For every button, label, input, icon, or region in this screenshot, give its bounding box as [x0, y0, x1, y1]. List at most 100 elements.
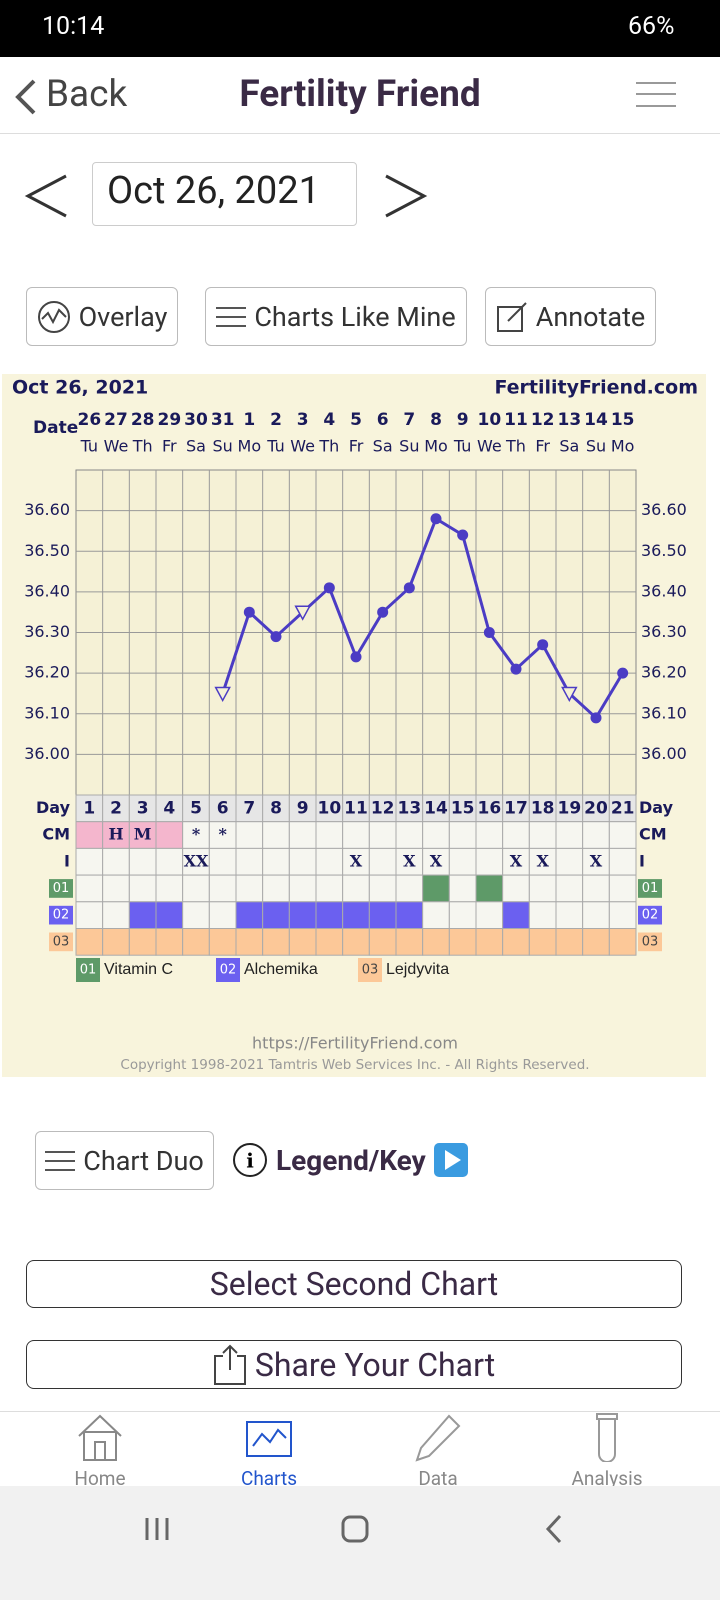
date-label: 11	[504, 410, 528, 430]
label: Home	[74, 1467, 126, 1490]
temperature-point	[403, 582, 415, 594]
supplement-cell	[155, 928, 184, 956]
label: Annotate	[535, 300, 646, 333]
day-number: 16	[477, 798, 501, 818]
annotate-button[interactable]: Annotate	[485, 287, 656, 346]
weekday-label: We	[104, 437, 129, 456]
supplement-code: 03	[53, 934, 70, 949]
legend-key-link[interactable]: i Legend/Key	[232, 1142, 468, 1178]
nav-data[interactable]: Data	[353, 1412, 523, 1490]
cm-cell	[528, 821, 557, 849]
share-chart[interactable]: Share Your Chart	[26, 1340, 682, 1389]
supplement-code-box	[49, 905, 73, 925]
y-tick-label-right: 36.60	[641, 500, 687, 519]
cm-cell	[368, 821, 397, 849]
prev-date[interactable]	[24, 172, 70, 220]
label: Overlay	[78, 300, 168, 333]
label: Chart Duo	[83, 1144, 204, 1177]
date-label: 28	[131, 410, 155, 430]
cm-cell	[608, 821, 637, 849]
label: Share Your Chart	[254, 1345, 496, 1384]
day-number: 9	[297, 798, 309, 818]
supplement-cell	[128, 928, 157, 956]
charts-like-mine-button[interactable]: Charts Like Mine	[205, 287, 467, 346]
label: Charts Like Mine	[254, 300, 456, 333]
legend-name: Vitamin C	[104, 961, 173, 978]
nav-analysis[interactable]: Analysis	[522, 1412, 692, 1490]
day-number: 15	[451, 798, 475, 818]
legend-code: 03	[362, 963, 379, 978]
day-number: 2	[110, 798, 122, 818]
cm-row-label: CM	[42, 825, 70, 844]
day-number: 13	[397, 798, 421, 818]
i-value: X	[590, 851, 603, 870]
temperature-line	[221, 516, 624, 721]
y-tick-label: 36.50	[24, 541, 70, 560]
system-buttons	[145, 1514, 562, 1544]
date-label: 29	[157, 410, 181, 430]
weekday-label: Su	[586, 437, 606, 456]
day-cell	[182, 794, 210, 823]
date-label: 5	[350, 410, 362, 430]
app-title: Fertility Friend	[239, 73, 481, 116]
supplement-cell	[395, 874, 424, 903]
i-cell	[528, 847, 557, 876]
supplement-cell	[475, 928, 504, 956]
legend-name: Lejdyvita	[386, 961, 449, 978]
chart: Oct 26, 2021 FertilityFriend.com Date ht…	[2, 374, 706, 1077]
weekday-label: Th	[505, 437, 526, 456]
day-number: 14	[424, 798, 448, 818]
menu-icon[interactable]	[636, 81, 676, 109]
status-bar: 10:14 66%	[0, 0, 720, 57]
nav-home[interactable]: Home	[15, 1412, 185, 1490]
date-label: 6	[377, 410, 389, 430]
weekday-label: Fr	[535, 437, 550, 456]
supplement-code-right-box	[638, 932, 662, 952]
supplement-cell	[315, 901, 344, 929]
day-cell	[342, 794, 370, 823]
cm-cell	[582, 821, 610, 849]
day-cell	[422, 794, 450, 823]
weekday-label: Sa	[559, 437, 579, 456]
temperature-point	[537, 639, 549, 651]
i-cell	[75, 847, 104, 876]
chart-duo-button[interactable]: Chart Duo	[35, 1131, 214, 1190]
i-cell	[555, 847, 584, 876]
date-label: 15	[611, 410, 635, 430]
y-tick-label-right: 36.20	[641, 663, 687, 682]
i-cell	[368, 847, 397, 876]
weekday-label: Tu	[80, 437, 98, 456]
day-number: 12	[371, 798, 395, 818]
system-nav	[0, 1486, 720, 1600]
i-row-label: I	[64, 851, 70, 870]
supplement-code-right: 01	[642, 881, 659, 896]
supplement-cell	[448, 874, 477, 903]
select-second-chart[interactable]: Select Second Chart	[26, 1260, 682, 1308]
next-date[interactable]	[382, 172, 428, 220]
supplement-cell	[555, 928, 584, 956]
cm-cell	[182, 821, 210, 849]
back-button[interactable]: Back	[46, 73, 128, 116]
weekday-label: Sa	[186, 437, 206, 456]
supplement-cell	[208, 901, 237, 929]
date-field[interactable]: Oct 26, 2021	[92, 162, 357, 226]
date-label: 27	[104, 410, 128, 430]
overlay-button[interactable]: Overlay	[26, 287, 178, 346]
y-tick-label-right: 36.40	[641, 581, 687, 600]
nav-charts[interactable]: Charts	[184, 1412, 354, 1490]
legend-swatch	[76, 958, 100, 982]
i-cell	[608, 847, 637, 876]
supplement-cell	[75, 928, 104, 956]
temperature-point-open	[214, 686, 231, 703]
i-cell	[235, 847, 264, 876]
weekday-label: Sa	[373, 437, 393, 456]
supplement-cell	[368, 901, 397, 929]
supplement-cell	[448, 901, 477, 929]
label: Legend/Key	[276, 1143, 426, 1177]
supplement-cell	[502, 928, 530, 956]
i-cell	[502, 847, 530, 876]
temperature-point	[323, 582, 335, 594]
supplement-cell	[555, 901, 584, 929]
icon	[216, 306, 247, 327]
cm-value: *	[192, 825, 201, 844]
